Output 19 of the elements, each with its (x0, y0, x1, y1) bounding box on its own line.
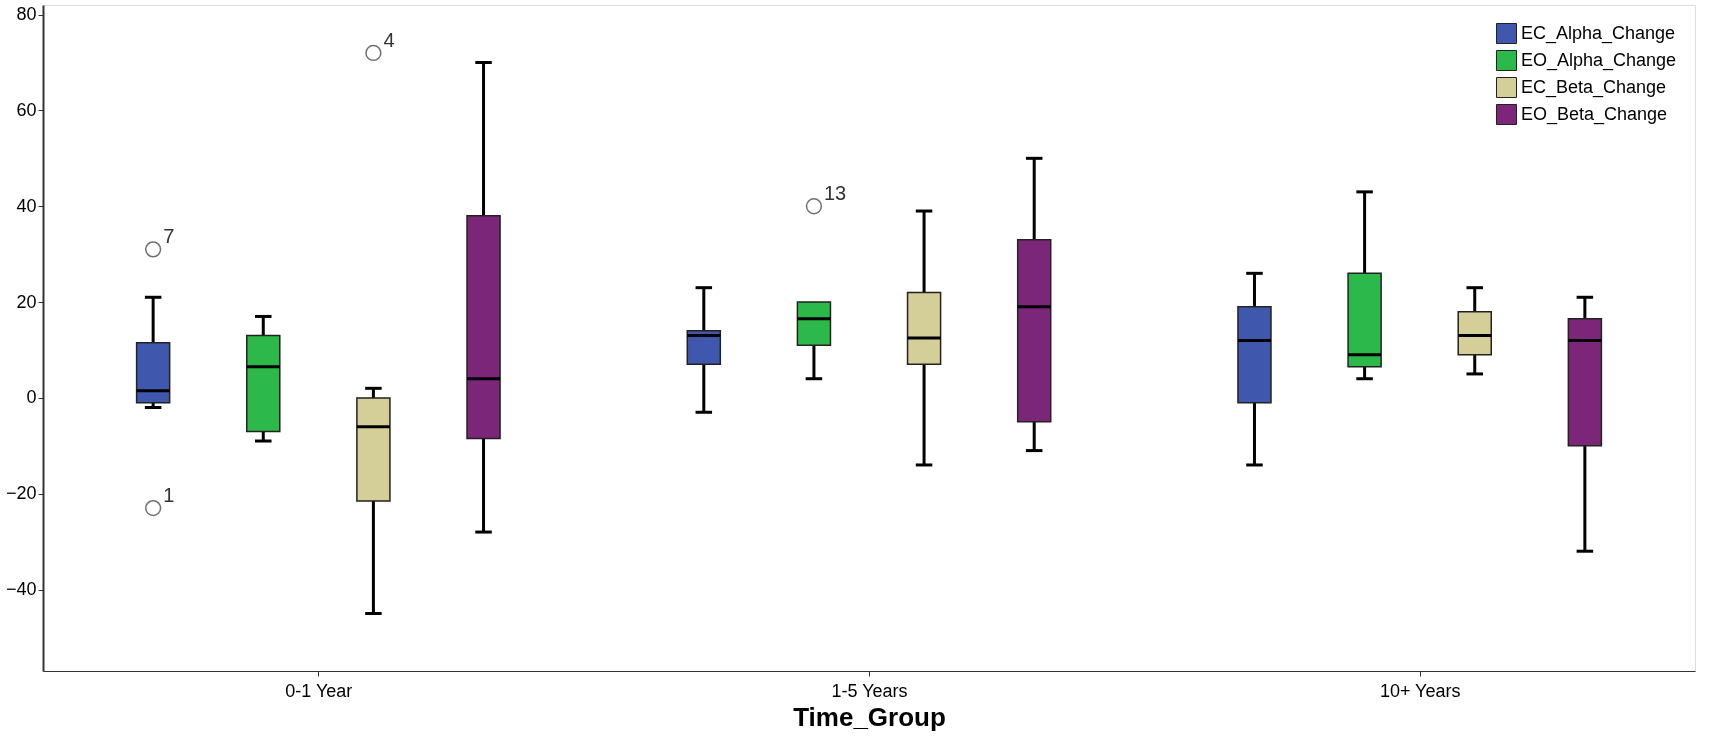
y-tick-label: −40 (5, 579, 37, 600)
legend-label: EC_Alpha_Change (1521, 22, 1676, 44)
x-tick-label: 1-5 Years (831, 680, 908, 701)
y-tick-label: 40 (16, 195, 37, 216)
annotation: 1 (163, 484, 175, 507)
y-tick-label: −20 (5, 483, 37, 504)
annotation: 4 (383, 28, 395, 51)
annotation: 7 (163, 225, 175, 248)
y-tick-label: 0 (26, 387, 37, 408)
legend-label: EO_Beta_Change (1521, 103, 1668, 125)
x-axis-title: Time_Group (793, 701, 946, 732)
y-tick-label: 20 (16, 291, 37, 312)
y-tick-label: 80 (16, 4, 37, 25)
annotation: 13 (823, 182, 847, 205)
y-tick-label: 60 (16, 99, 37, 120)
legend-label: EC_Beta_Change (1521, 76, 1667, 98)
legend-label: EO_Alpha_Change (1521, 49, 1677, 71)
x-tick-label: 0-1 Year (285, 680, 353, 701)
x-tick-label: 10+ Years (1379, 680, 1461, 701)
